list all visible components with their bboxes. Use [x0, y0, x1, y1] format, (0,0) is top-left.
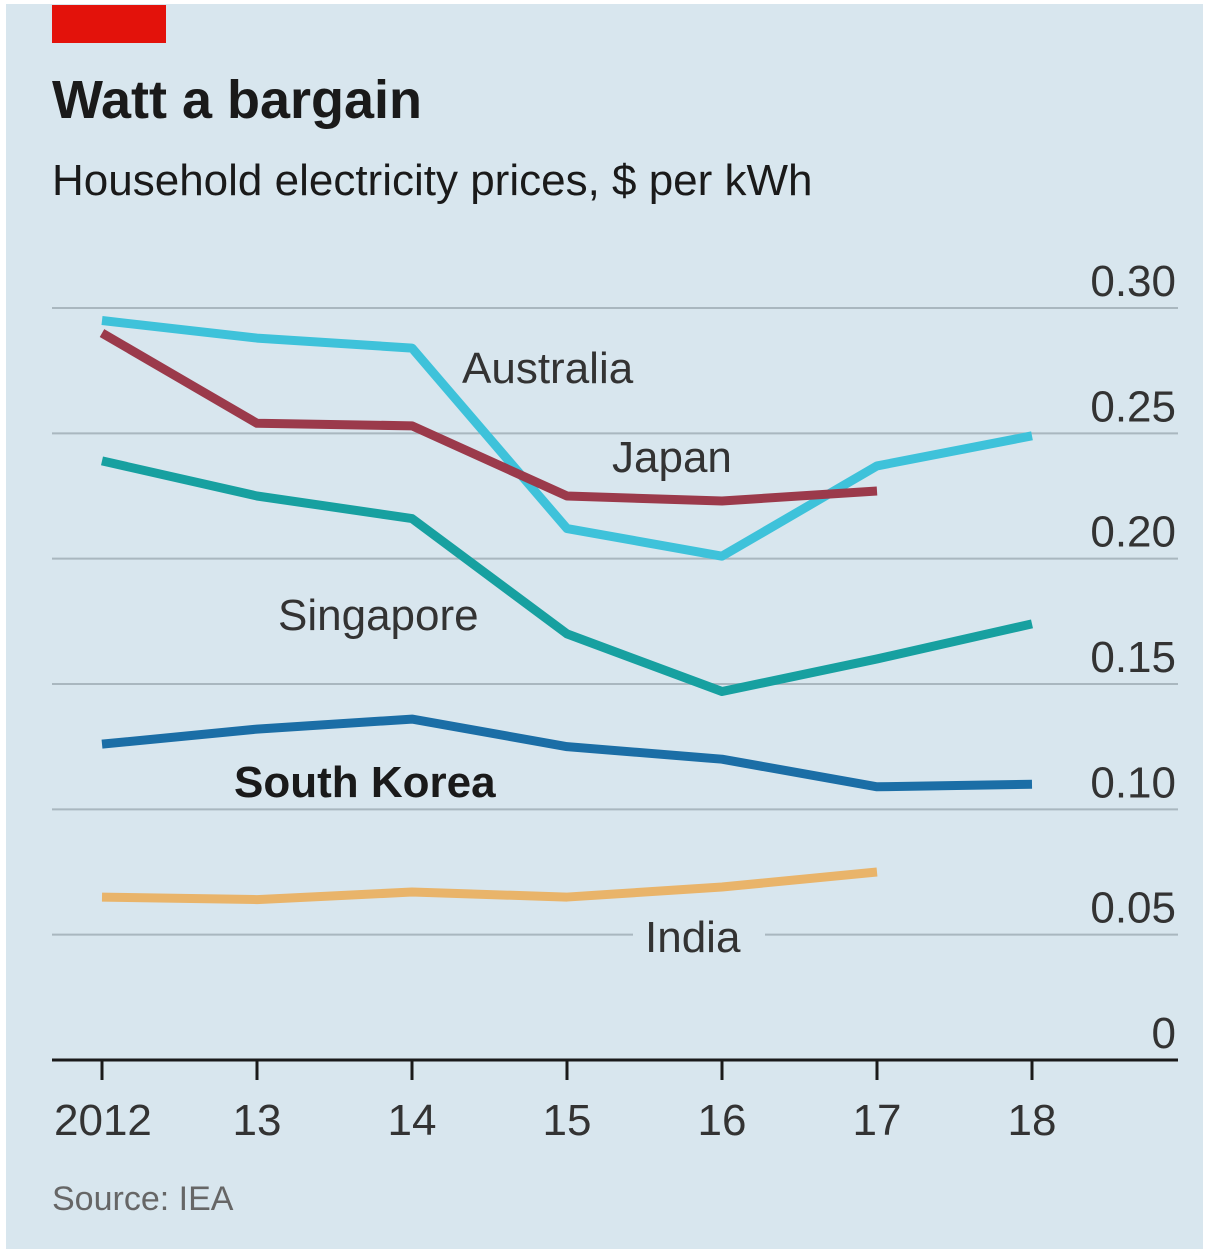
x-tick-label: 16 [698, 1096, 747, 1145]
brand-tag [52, 5, 166, 43]
y-tick-label: 0.20 [1090, 508, 1176, 557]
series-line [101, 456, 1033, 697]
y-tick-label: 0.05 [1090, 884, 1176, 933]
labels: Australia Japan Singapore South Korea India [234, 344, 765, 964]
y-tick-label: 0.10 [1090, 758, 1176, 807]
y-tick-label: 0.15 [1090, 633, 1176, 682]
y-tick-label: 0 [1152, 1009, 1176, 1058]
label-backdrop [633, 912, 765, 964]
x-tick-label: 2012 [54, 1096, 152, 1145]
y-tick-label: 0.30 [1090, 257, 1176, 306]
series-label: Australia [462, 344, 634, 393]
x-tick-label: 14 [388, 1096, 437, 1145]
series-line [101, 714, 1033, 792]
source: Source: IEA [52, 1180, 234, 1218]
x-tick-label: 15 [543, 1096, 592, 1145]
x-tick-label: 13 [233, 1096, 282, 1145]
chart-title: Watt a bargain [52, 70, 422, 130]
chart-subtitle: Household electricity prices, $ per kWh [52, 156, 813, 205]
x-tick-label: 18 [1008, 1096, 1057, 1145]
grid: 0 0.05 0.10 0.15 0.20 0.25 0.30 2012 13 14 15 16 17 1… [52, 257, 1178, 1145]
series-line [101, 867, 878, 905]
lines [99, 316, 1033, 905]
y-tick-label: 0.25 [1090, 382, 1176, 431]
series-label: South Korea [234, 758, 496, 807]
series-label: Singapore [278, 591, 479, 640]
series-line [99, 329, 878, 506]
series-label: India [645, 913, 741, 962]
series-line [101, 316, 1033, 561]
x-tick-label: 17 [853, 1096, 902, 1145]
series-label: Japan [612, 433, 732, 482]
